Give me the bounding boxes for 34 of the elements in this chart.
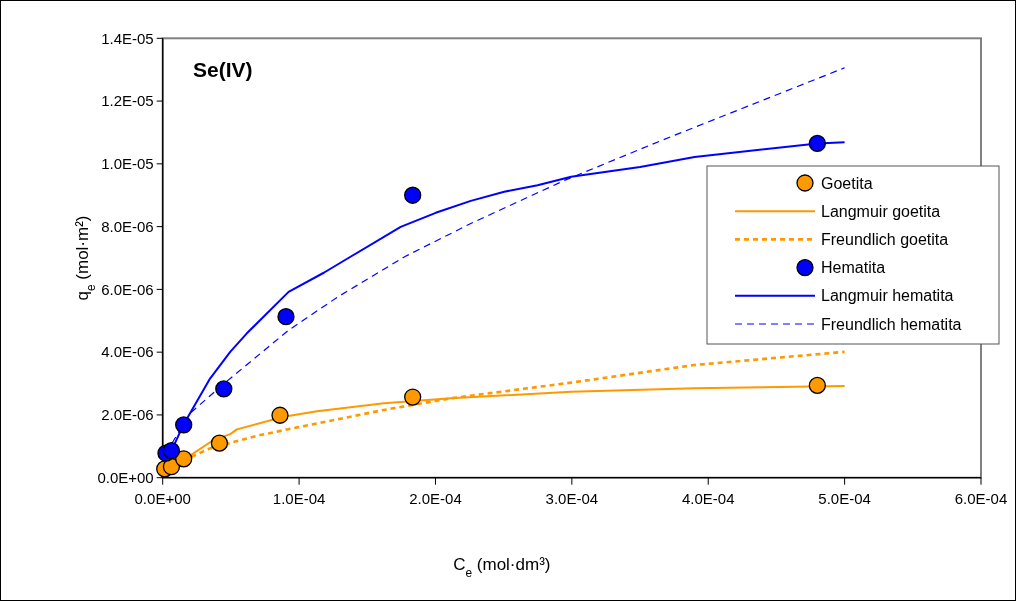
- x-tick-label: 4.0E-04: [681, 489, 735, 507]
- point: [404, 186, 422, 204]
- y-tick-label: 1.4E-05: [101, 29, 154, 47]
- x-tick-label: 1.0E-04: [272, 489, 326, 507]
- point: [404, 388, 422, 406]
- x-tick-label: 6.0E-04: [954, 489, 1008, 507]
- y-tick-label: 1.0E-05: [101, 155, 154, 173]
- y-tick-label: 2.0E-06: [101, 406, 154, 424]
- point: [175, 450, 193, 468]
- legend-label: Goetita: [821, 174, 873, 192]
- point: [271, 406, 289, 424]
- x-tick-label: 3.0E-04: [545, 489, 599, 507]
- point: [162, 442, 181, 460]
- x-axis-title: C$_{e}$ (mol·dm³): [453, 555, 551, 580]
- legend-label: Langmuir hematita: [821, 287, 954, 305]
- text: Se(IV): [193, 58, 253, 81]
- point: [277, 308, 295, 326]
- y-tick-label: 8.0E-06: [101, 217, 154, 235]
- legend-label: Langmuir goetita: [821, 202, 941, 220]
- point: [808, 376, 826, 395]
- legend-label: Freundlich hematita: [821, 315, 962, 333]
- point: [210, 434, 229, 452]
- x-tick-label: 0.0E+00: [134, 489, 191, 507]
- x-tick-label: 5.0E-04: [818, 489, 871, 507]
- legend-label: Freundlich goetita: [821, 231, 949, 248]
- legend-label: Hematita: [821, 259, 886, 277]
- x-tick-label: 2.0E-04: [409, 489, 462, 507]
- y-tick-label: 1.2E-05: [101, 92, 154, 110]
- y-tick-label: 0.0E+00: [97, 468, 154, 486]
- point: [175, 416, 193, 434]
- y-tick-label: 4.0E-06: [101, 343, 154, 361]
- point: [808, 134, 826, 153]
- y-tick-label: 6.0E-06: [101, 280, 154, 298]
- point: [215, 380, 233, 398]
